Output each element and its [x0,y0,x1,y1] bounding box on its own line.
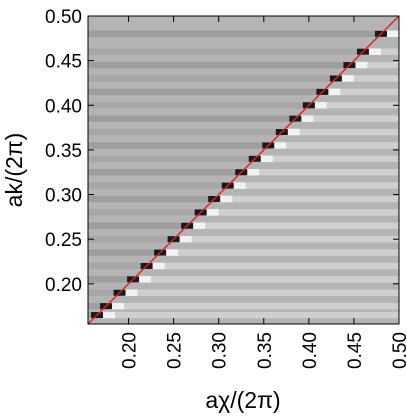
band-highlight [123,289,138,296]
band-left [88,195,215,203]
band-right [133,276,399,283]
band-left [88,48,363,55]
x-tick-label: 0.20 [120,332,141,369]
band-highlight [326,88,341,96]
band-highlight [177,235,192,243]
band-right [254,155,399,163]
y-tick-label: 0.25 [45,230,82,251]
y-axis-ticks: 0.20 0.25 0.30 0.35 0.40 0.45 0.50 [45,7,399,296]
band-right [214,195,399,203]
band-highlight [312,102,327,109]
band-right [200,209,399,216]
band-right [160,249,399,256]
band-highlight [353,61,368,69]
band-highlight [164,249,179,256]
band-highlight [191,222,206,230]
band-left [88,276,134,283]
plot-frame [87,15,400,325]
band-right [97,311,399,319]
x-tick-label: 0.45 [345,332,366,369]
band-right [187,222,399,230]
band-right [227,182,399,189]
band-right [349,61,399,69]
band-left [88,235,174,243]
y-tick-label: 0.40 [45,96,82,117]
band-highlight [299,115,314,122]
x-tick-label: 0.30 [210,332,231,369]
band-highlight [245,169,260,176]
band-left [88,169,242,176]
x-axis-ticks: 0.20 0.25 0.30 0.35 0.40 0.45 0.50 [120,16,407,369]
band-left [88,182,228,189]
band-right [173,235,399,243]
band-right [308,102,399,109]
band-left [88,289,120,296]
band-highlight [101,311,116,319]
band-highlight [218,195,233,203]
band-highlight [231,182,246,189]
band-right [146,262,399,270]
band-left [88,88,323,96]
band-right [281,128,399,136]
heatmap-bands [88,30,399,319]
x-tick-label: 0.40 [300,332,321,369]
band-left [88,128,282,136]
y-tick-label: 0.30 [45,186,82,207]
band-right [268,142,399,149]
band-left [88,262,147,270]
band-highlight [366,48,381,55]
band-highlight [339,75,354,82]
band-right [295,115,399,122]
band-highlight [150,262,165,270]
band-left [88,209,201,216]
band-highlight [272,142,287,149]
band-highlight [204,209,219,216]
band-left [88,302,107,310]
x-tick-label: 0.50 [390,332,407,369]
x-tick-label: 0.25 [165,332,186,369]
band-highlight [285,128,300,136]
band-left [88,155,255,163]
band-left [88,115,296,122]
band-left [88,75,336,82]
band-left [88,249,161,256]
diagonal-line [88,16,399,324]
y-axis-label: ak/(2π) [1,133,27,208]
y-tick-label: 0.45 [45,52,82,73]
band-left [88,222,188,230]
band-right [335,75,399,82]
band-highlight [384,30,399,38]
band-left [88,30,381,38]
y-tick-label: 0.50 [45,7,82,28]
band-highlight [258,155,273,163]
band-right [362,48,399,55]
band-right [241,169,399,176]
band-right [322,88,399,96]
band-highlight [110,302,125,310]
band-left [88,61,350,69]
band-right [119,289,399,296]
band-right [106,302,399,310]
x-axis-label: aχ/(2π) [205,387,280,413]
y-tick-label: 0.20 [45,275,82,296]
band-highlight [137,276,152,283]
x-tick-label: 0.35 [255,332,276,369]
band-left [88,142,269,149]
y-tick-label: 0.35 [45,141,82,162]
band-left [88,102,309,109]
